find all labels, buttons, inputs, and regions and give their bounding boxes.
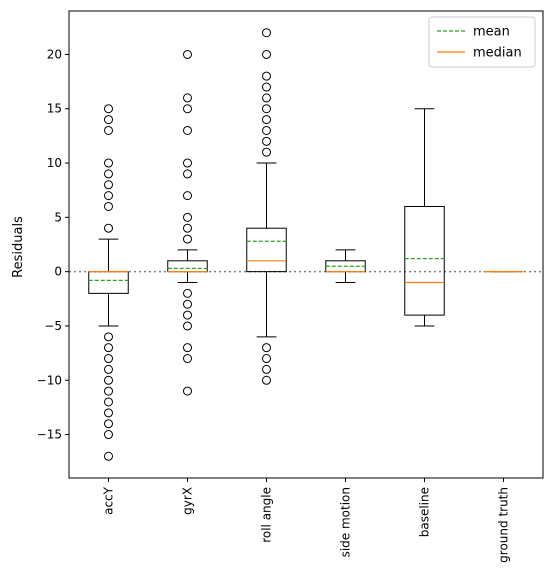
outlier-point: [183, 234, 192, 244]
outlier-point: [104, 343, 113, 353]
outlier-point: [104, 451, 113, 461]
x-tick-label: side motion: [339, 487, 353, 557]
box-iqr: [246, 227, 287, 273]
outlier-point: [183, 343, 192, 353]
outlier-point: [262, 71, 271, 81]
x-tick-label: baseline: [418, 487, 432, 537]
outlier-point: [104, 419, 113, 429]
y-tick-label: 20: [47, 47, 62, 61]
outlier-point: [262, 136, 271, 146]
plot-area: accY gyrX roll angle side motion baseline gro…: [37, 10, 544, 563]
outlier-point: [262, 125, 271, 135]
outlier-point: [104, 375, 113, 385]
outlier-point: [183, 158, 192, 168]
y-tick-label: 0: [54, 265, 62, 279]
legend-label: mean: [473, 25, 510, 40]
outlier-point: [104, 115, 113, 125]
outlier-point: [104, 332, 113, 342]
outlier-point: [104, 201, 113, 211]
box-iqr: [88, 271, 129, 294]
outlier-point: [262, 93, 271, 103]
outlier-point: [183, 310, 192, 320]
box-group: [167, 49, 208, 396]
outlier-point: [183, 299, 192, 309]
y-tick-label: 10: [47, 156, 62, 170]
outlier-point: [104, 180, 113, 190]
outlier-point: [183, 354, 192, 364]
outlier-point: [183, 386, 192, 396]
outlier-point: [183, 191, 192, 201]
outlier-point: [183, 212, 192, 222]
legend-label: median: [473, 46, 522, 61]
legend-box: [428, 16, 536, 68]
outlier-point: [262, 375, 271, 385]
y-axis-label: Residuals: [11, 216, 26, 278]
outlier-point: [183, 321, 192, 331]
outlier-point: [104, 364, 113, 374]
box-iqr: [167, 260, 208, 273]
y-tick-label: 15: [47, 102, 62, 116]
outlier-point: [104, 158, 113, 168]
x-tick-label: roll angle: [260, 487, 274, 543]
outlier-point: [262, 115, 271, 125]
outlier-point: [104, 354, 113, 364]
outlier-point: [183, 125, 192, 135]
outlier-point: [262, 364, 271, 374]
outlier-point: [104, 408, 113, 418]
outlier-point: [183, 93, 192, 103]
y-tick-label: −5: [44, 319, 62, 333]
legend: mean median: [428, 16, 536, 68]
outlier-point: [104, 104, 113, 114]
x-tick-label: ground truth: [497, 487, 511, 563]
outlier-point: [104, 169, 113, 179]
outlier-point: [183, 169, 192, 179]
outlier-point: [262, 147, 271, 157]
outlier-point: [183, 223, 192, 233]
outlier-point: [262, 49, 271, 59]
x-tick-label: gyrX: [181, 487, 195, 515]
plot-frame: [68, 10, 544, 479]
outlier-point: [183, 288, 192, 298]
outlier-point: [262, 354, 271, 364]
outlier-point: [183, 49, 192, 59]
box-group: [246, 28, 287, 385]
outlier-point: [262, 28, 271, 38]
y-tick-label: −10: [37, 373, 62, 387]
y-tick-label: −15: [37, 428, 62, 442]
y-tick-label: 5: [54, 210, 62, 224]
box-iqr: [404, 205, 445, 316]
outlier-point: [104, 397, 113, 407]
outlier-point: [262, 343, 271, 353]
outlier-point: [262, 104, 271, 114]
outlier-point: [183, 104, 192, 114]
outlier-point: [104, 125, 113, 135]
outlier-point: [104, 191, 113, 201]
box-group: [88, 104, 129, 461]
x-tick-label: accY: [102, 486, 116, 515]
outlier-point: [104, 223, 113, 233]
box-group: [404, 108, 445, 327]
box-group: [325, 249, 366, 284]
outlier-point: [104, 430, 113, 440]
outlier-point: [104, 386, 113, 396]
outlier-point: [262, 82, 271, 92]
